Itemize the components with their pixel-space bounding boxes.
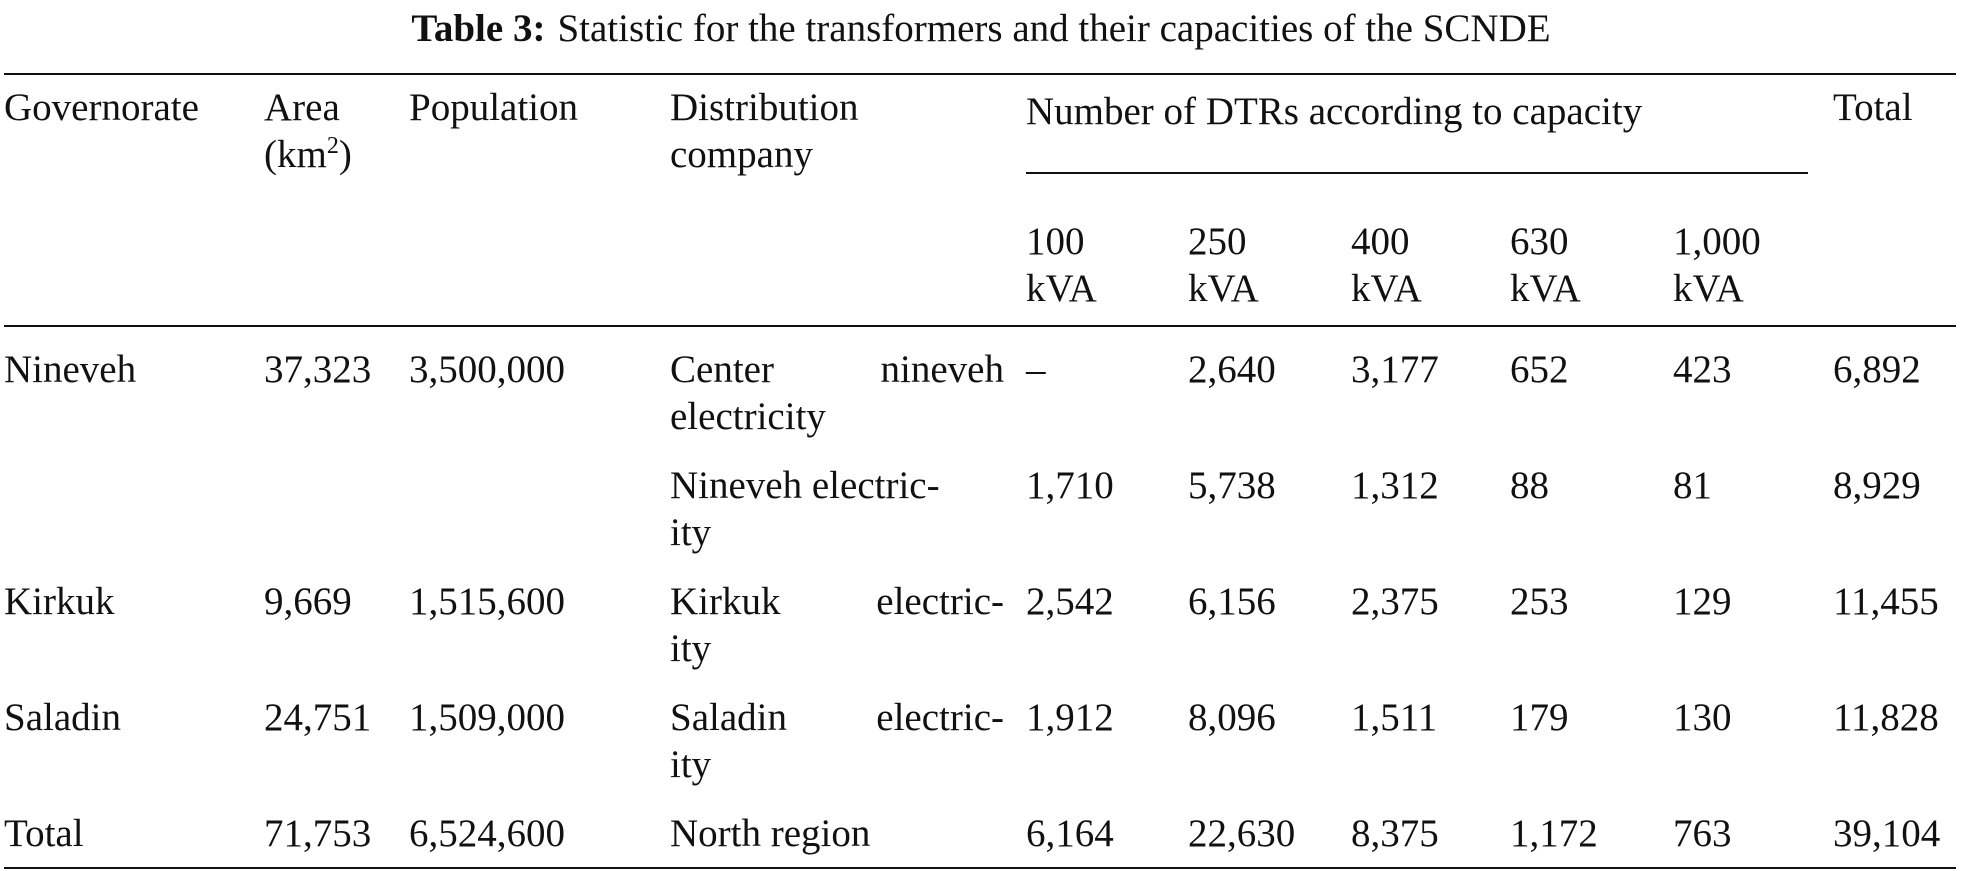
- cell-dtr-630: 1,172: [1510, 812, 1598, 855]
- cell-company: Nineveh electric- ity: [670, 462, 1004, 556]
- cell-dtr-630: 652: [1510, 348, 1569, 391]
- cell-dtr-100: 1,912: [1026, 696, 1114, 739]
- capacity-value: 1,000: [1673, 220, 1761, 263]
- cell-dtr-400: 1,511: [1351, 696, 1438, 739]
- cell-total: 8,929: [1833, 464, 1921, 507]
- company-line2: ity: [670, 511, 712, 554]
- cell-dtr-400: 8,375: [1351, 812, 1439, 855]
- cell-company: Kirkuk electric- ity: [670, 578, 1004, 672]
- header-company-line1: Distribution: [670, 86, 859, 129]
- cell-area: 9,669: [264, 580, 352, 623]
- cell-governorate: Total: [4, 812, 84, 855]
- header-dtr-group: Number of DTRs according to capacity: [1026, 90, 1643, 133]
- capacity-unit: kVA: [1351, 267, 1422, 310]
- cell-dtr-100: 1,710: [1026, 464, 1114, 507]
- cell-dtr-1000: 129: [1673, 580, 1732, 623]
- capacity-unit: kVA: [1673, 267, 1744, 310]
- cell-dtr-250: 22,630: [1188, 812, 1296, 855]
- cell-dtr-630: 253: [1510, 580, 1569, 623]
- header-group-rule: [1026, 172, 1808, 174]
- header-capacity-250: 250 kVA: [1188, 218, 1259, 312]
- cell-company: Saladin electric- ity: [670, 694, 1004, 788]
- cell-dtr-100: 6,164: [1026, 812, 1114, 855]
- header-capacity-1000: 1,000 kVA: [1673, 218, 1761, 312]
- company-word: Kirkuk: [670, 580, 781, 623]
- company-word: Center: [670, 348, 774, 391]
- company-line2: ity: [670, 627, 712, 670]
- company-line2: electricity: [670, 395, 826, 438]
- cell-dtr-400: 1,312: [1351, 464, 1439, 507]
- cell-total: 11,828: [1833, 696, 1939, 739]
- cell-dtr-100: 2,542: [1026, 580, 1114, 623]
- cell-population: 1,515,600: [409, 580, 565, 623]
- header-company: Distribution company: [670, 84, 859, 178]
- capacity-value: 250: [1188, 220, 1247, 263]
- company-word: Saladin: [670, 696, 787, 739]
- cell-dtr-250: 6,156: [1188, 580, 1276, 623]
- cell-governorate: Nineveh: [4, 348, 137, 391]
- caption-label: Table 3:: [411, 7, 546, 50]
- cell-dtr-100: –: [1026, 348, 1046, 391]
- company-word: Nineveh electric-: [670, 464, 940, 507]
- cell-total: 11,455: [1833, 580, 1939, 623]
- cell-area: 71,753: [264, 812, 372, 855]
- company-word: nineveh: [880, 348, 1004, 391]
- header-area: Area (km2): [264, 84, 352, 178]
- capacity-value: 100: [1026, 220, 1085, 263]
- company-word: electric-: [876, 580, 1004, 623]
- cell-dtr-250: 8,096: [1188, 696, 1276, 739]
- table-caption: Table 3: Statistic for the transformers a…: [0, 6, 1962, 52]
- cell-company: Center nineveh electricity: [670, 346, 1004, 440]
- cell-population: 3,500,000: [409, 348, 565, 391]
- cell-governorate: Saladin: [4, 696, 121, 739]
- cell-dtr-1000: 763: [1673, 812, 1732, 855]
- header-governorate: Governorate: [4, 86, 199, 129]
- cell-dtr-1000: 81: [1673, 464, 1712, 507]
- cell-dtr-1000: 130: [1673, 696, 1732, 739]
- cell-area: 37,323: [264, 348, 372, 391]
- cell-dtr-400: 2,375: [1351, 580, 1439, 623]
- cell-population: 6,524,600: [409, 812, 565, 855]
- top-rule: [4, 73, 1956, 75]
- capacity-value: 400: [1351, 220, 1410, 263]
- cell-dtr-630: 88: [1510, 464, 1549, 507]
- header-area-sup: 2: [326, 133, 339, 159]
- header-population: Population: [409, 86, 579, 129]
- header-area-unit: (km: [264, 133, 327, 176]
- header-total: Total: [1833, 86, 1913, 129]
- cell-area: 24,751: [264, 696, 372, 739]
- company-word: electric-: [876, 696, 1004, 739]
- header-capacity-400: 400 kVA: [1351, 218, 1422, 312]
- company-line2: ity: [670, 743, 712, 786]
- cell-dtr-250: 5,738: [1188, 464, 1276, 507]
- header-area-line1: Area: [264, 86, 340, 129]
- capacity-value: 630: [1510, 220, 1569, 263]
- header-capacity-100: 100 kVA: [1026, 218, 1097, 312]
- cell-company: North region: [670, 812, 871, 855]
- cell-population: 1,509,000: [409, 696, 565, 739]
- header-area-line2: (km2): [264, 131, 352, 178]
- cell-dtr-630: 179: [1510, 696, 1569, 739]
- cell-total: 6,892: [1833, 348, 1921, 391]
- cell-dtr-250: 2,640: [1188, 348, 1276, 391]
- capacity-unit: kVA: [1188, 267, 1259, 310]
- caption-text: Statistic for the transformers and their…: [557, 7, 1551, 50]
- header-area-close: ): [338, 133, 352, 176]
- capacity-unit: kVA: [1510, 267, 1581, 310]
- bottom-rule: [4, 867, 1956, 869]
- capacity-unit: kVA: [1026, 267, 1097, 310]
- cell-governorate: Kirkuk: [4, 580, 115, 623]
- cell-dtr-1000: 423: [1673, 348, 1732, 391]
- header-company-line2: company: [670, 133, 813, 176]
- cell-total: 39,104: [1833, 812, 1941, 855]
- cell-dtr-400: 3,177: [1351, 348, 1439, 391]
- header-bottom-rule: [4, 325, 1956, 327]
- header-capacity-630: 630 kVA: [1510, 218, 1581, 312]
